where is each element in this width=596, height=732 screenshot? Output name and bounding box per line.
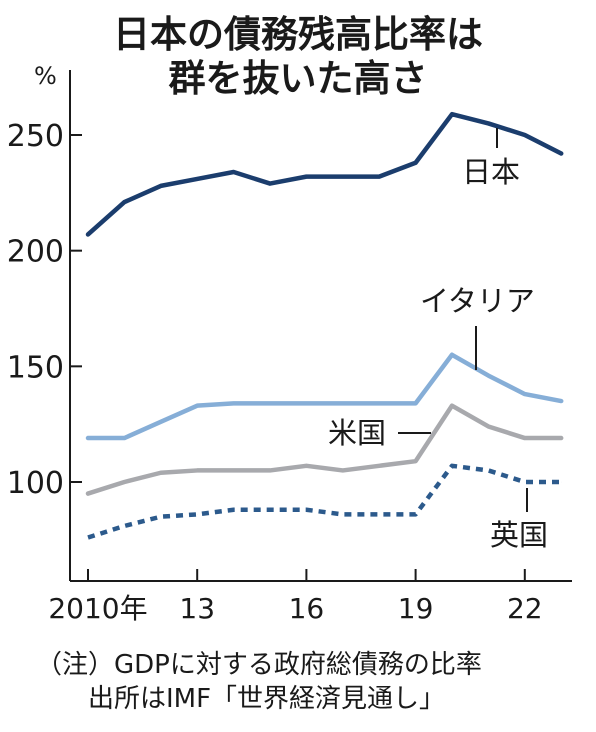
series-line-0	[85, 111, 564, 237]
series-label: 米国	[328, 416, 386, 450]
y-tick-label: 100	[7, 466, 64, 501]
x-tick-label: 2010年	[48, 592, 147, 625]
chart-title-line2: 群を抜いた高さ	[168, 57, 428, 100]
series-label: イタリア	[420, 284, 535, 318]
series-line-2	[85, 403, 564, 496]
y-tick-label: 200	[7, 235, 64, 270]
y-unit-label: %	[34, 62, 57, 90]
series-label: 日本	[462, 155, 520, 189]
series-line-1	[85, 352, 564, 441]
x-tick-label: 16	[289, 592, 325, 625]
chart-source: 出所はIMF「世界経済見通し」	[88, 684, 446, 714]
chart-title-line1: 日本の債務残高比率は	[113, 13, 483, 56]
series-label: 英国	[490, 518, 548, 552]
series-line-3	[87, 463, 562, 540]
x-tick-label: 22	[507, 592, 543, 625]
y-tick-label: 150	[7, 350, 64, 385]
y-tick-label: 250	[7, 119, 64, 154]
x-tick-label: 19	[398, 592, 434, 625]
x-tick-label: 13	[179, 592, 215, 625]
chart-note: （注）GDPに対する政府総債務の比率	[36, 650, 482, 680]
